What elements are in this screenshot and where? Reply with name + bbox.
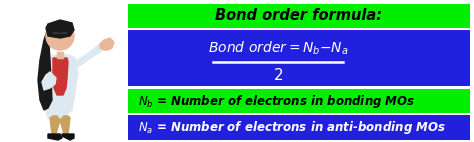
- Polygon shape: [62, 134, 74, 140]
- Polygon shape: [48, 134, 62, 140]
- FancyBboxPatch shape: [128, 115, 470, 140]
- Polygon shape: [50, 116, 60, 134]
- Polygon shape: [42, 55, 78, 120]
- Polygon shape: [38, 28, 52, 110]
- Polygon shape: [43, 54, 77, 120]
- Circle shape: [46, 22, 74, 50]
- Polygon shape: [100, 38, 114, 50]
- Polygon shape: [57, 52, 63, 58]
- Text: $\mathbf{\mathit{N_a}}$ = Number of electrons in anti-bonding MOs: $\mathbf{\mathit{N_a}}$ = Number of elec…: [138, 119, 446, 136]
- Text: $\mathbf{\mathit{Bond\ order = N_b{-}N_a}}$: $\mathbf{\mathit{Bond\ order = N_b{-}N_a…: [208, 39, 349, 57]
- Text: Bond order formula:: Bond order formula:: [216, 9, 383, 23]
- Polygon shape: [42, 72, 56, 90]
- FancyBboxPatch shape: [128, 4, 470, 28]
- Polygon shape: [60, 116, 70, 134]
- Text: $\mathbf{\mathit{2}}$: $\mathbf{\mathit{2}}$: [273, 67, 283, 83]
- Polygon shape: [53, 58, 68, 95]
- Polygon shape: [46, 20, 74, 38]
- FancyBboxPatch shape: [0, 0, 120, 142]
- Polygon shape: [74, 44, 104, 68]
- FancyBboxPatch shape: [128, 89, 470, 113]
- Text: $\mathbf{\mathit{N_b}}$ = Number of electrons in bonding MOs: $\mathbf{\mathit{N_b}}$ = Number of elec…: [138, 92, 415, 109]
- FancyBboxPatch shape: [128, 30, 470, 86]
